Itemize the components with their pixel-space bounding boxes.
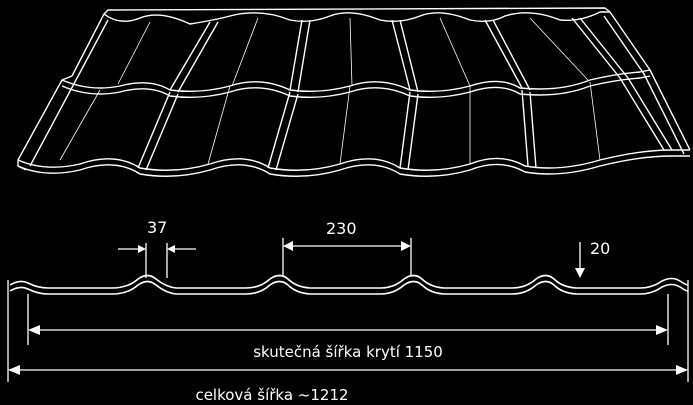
dimension-37	[118, 243, 196, 278]
dimension-20-label: 20	[590, 239, 610, 258]
total-width-label: celková šířka ~1212	[195, 386, 348, 404]
dimension-total-width	[7, 280, 689, 382]
dimension-37-label: 37	[147, 218, 167, 237]
roof-sheet-illustration	[17, 7, 691, 177]
dimension-effective-width	[27, 294, 669, 345]
dimension-20	[575, 242, 585, 278]
effective-width-label: skutečná šířka krytí 1150	[253, 343, 443, 361]
tile-profile-section	[9, 274, 689, 295]
dimension-230-label: 230	[326, 219, 357, 238]
dimension-230	[282, 238, 412, 276]
